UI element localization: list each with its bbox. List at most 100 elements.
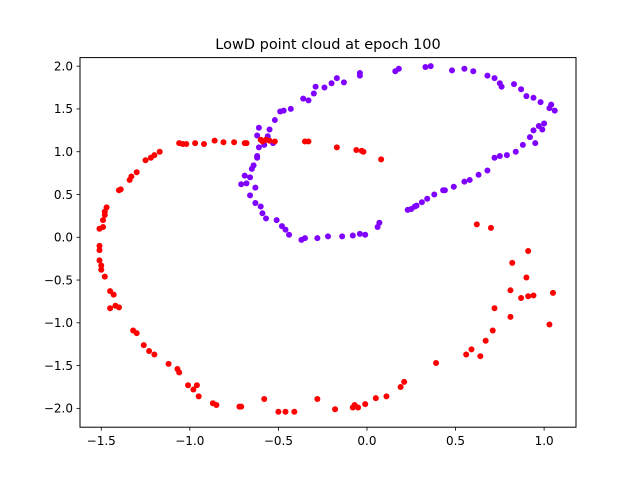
scatter-point-s1-8 [96, 257, 103, 264]
scatter-point-s1-90 [305, 138, 312, 145]
scatter-point-s1-53 [507, 287, 514, 294]
scatter-point-s1-69 [128, 173, 135, 180]
scatter-point-s1-6 [96, 242, 103, 249]
scatter-point-s1-92 [353, 147, 360, 153]
scatter-point-s0-62 [418, 199, 425, 206]
scatter-point-s1-17 [133, 330, 140, 337]
scatter-point-s1-37 [332, 406, 339, 413]
scatter-point-s0-48 [532, 140, 539, 147]
y-tick-label: 1.0 [54, 145, 73, 159]
scatter-point-s0-29 [461, 65, 468, 72]
y-tick-label: −0.5 [44, 273, 73, 287]
scatter-point-s1-73 [151, 152, 158, 159]
scatter-point-s1-40 [351, 401, 358, 408]
scatter-point-s0-15 [305, 97, 312, 104]
scatter-point-s1-94 [360, 148, 367, 155]
scatter-point-s0-20 [333, 75, 340, 82]
scatter-point-s0-72 [325, 233, 331, 240]
scatter-point-s0-54 [484, 167, 491, 174]
scatter-point-s0-5 [255, 144, 262, 151]
scatter-point-s0-14 [300, 95, 307, 102]
scatter-point-s0-12 [280, 107, 287, 114]
scatter-point-s0-70 [349, 232, 356, 239]
scatter-point-s0-84 [247, 192, 254, 199]
scatter-point-s0-8 [266, 126, 273, 133]
scatter-point-s0-23 [356, 70, 363, 76]
scatter-point-s1-96 [259, 138, 266, 145]
scatter-point-s1-71 [142, 157, 149, 164]
scatter-point-s1-43 [383, 393, 390, 400]
y-tick-label: −2.0 [44, 402, 73, 416]
scatter-point-s1-88 [271, 138, 278, 145]
scatter-point-s0-25 [395, 65, 402, 72]
x-tick-label: −0.5 [264, 434, 293, 448]
scatter-point-s1-42 [372, 395, 379, 402]
scatter-point-s1-35 [291, 408, 298, 415]
scatter-point-s0-18 [321, 84, 328, 91]
scatter-point-s0-35 [511, 81, 517, 88]
scatter-point-s1-18 [140, 342, 147, 349]
scatter-point-s0-87 [250, 162, 257, 169]
scatter-point-s0-82 [257, 203, 264, 210]
scatter-point-s1-84 [243, 140, 250, 147]
scatter-point-s1-79 [201, 141, 207, 148]
scatter-point-s0-49 [519, 141, 526, 148]
scatter-point-s0-41 [548, 101, 555, 108]
scatter-point-s0-57 [461, 178, 468, 185]
scatter-point-s1-87 [266, 137, 273, 144]
scatter-point-s0-78 [278, 223, 285, 230]
scatter-point-s1-20 [151, 351, 158, 358]
scatter-point-s1-51 [489, 327, 496, 334]
y-tick-label: 0.0 [54, 231, 73, 245]
scatter-point-s1-46 [433, 360, 440, 367]
scatter-point-s0-56 [466, 176, 473, 183]
scatter-point-s0-34 [498, 83, 505, 90]
x-tick-label: −1.0 [175, 434, 204, 448]
scatter-point-s0-91 [441, 187, 448, 194]
scatter-point-s1-49 [477, 353, 484, 360]
scatter-point-s0-58 [450, 183, 457, 190]
scatter-point-s0-36 [518, 86, 525, 93]
scatter-point-s1-60 [530, 292, 537, 299]
scatter-point-s1-47 [463, 351, 470, 358]
scatter-point-s1-3 [100, 217, 107, 224]
scatter-point-s1-48 [468, 346, 475, 353]
scatter-point-s1-63 [473, 221, 480, 228]
scatter-point-s1-45 [401, 378, 408, 385]
chart-title: LowD point cloud at epoch 100 [215, 37, 440, 53]
scatter-point-s1-10 [98, 266, 105, 273]
scatter-point-s0-86 [247, 174, 254, 181]
scatter-point-s1-50 [482, 337, 489, 344]
scatter-point-s1-19 [146, 348, 153, 355]
scatter-point-s1-58 [525, 293, 532, 300]
scatter-point-s1-7 [96, 247, 103, 254]
scatter-point-s1-27 [190, 386, 197, 393]
scatter-point-s1-44 [397, 383, 404, 390]
y-tick-label: −1.5 [44, 359, 73, 373]
scatter-point-s0-88 [254, 154, 261, 161]
scatter-point-s0-1 [238, 181, 245, 188]
scatter-point-s0-53 [491, 154, 498, 161]
scatter-point-s0-85 [252, 184, 259, 191]
scatter-point-s1-2 [101, 212, 108, 219]
scatter-point-s1-59 [525, 247, 532, 254]
scatter-point-s1-61 [546, 321, 553, 328]
scatter-point-s0-39 [537, 99, 544, 106]
scatter-point-s1-5 [96, 225, 103, 232]
x-tick-label: 0.5 [446, 434, 465, 448]
scatter-point-s1-91 [333, 144, 340, 151]
scatter-point-s0-79 [273, 217, 280, 224]
scatter-point-s0-19 [328, 80, 335, 87]
scatter-point-s0-83 [252, 200, 259, 207]
scatter-point-s1-41 [362, 401, 369, 408]
plot-area-frame [79, 57, 577, 428]
scatter-point-s1-21 [165, 360, 172, 367]
scatter-point-s0-55 [475, 171, 482, 178]
y-axis: −2.0 −1.5 −1.0 −0.5 0.0 0.5 1.0 1.5 2.0 [44, 59, 80, 416]
scatter-point-s1-64 [487, 224, 494, 231]
scatter-point-s0-80 [263, 215, 269, 222]
scatter-point-s0-32 [491, 75, 498, 82]
scatter-point-s0-37 [523, 93, 530, 100]
scatter-point-s1-9 [98, 262, 105, 269]
scatter-point-s1-26 [195, 393, 202, 400]
